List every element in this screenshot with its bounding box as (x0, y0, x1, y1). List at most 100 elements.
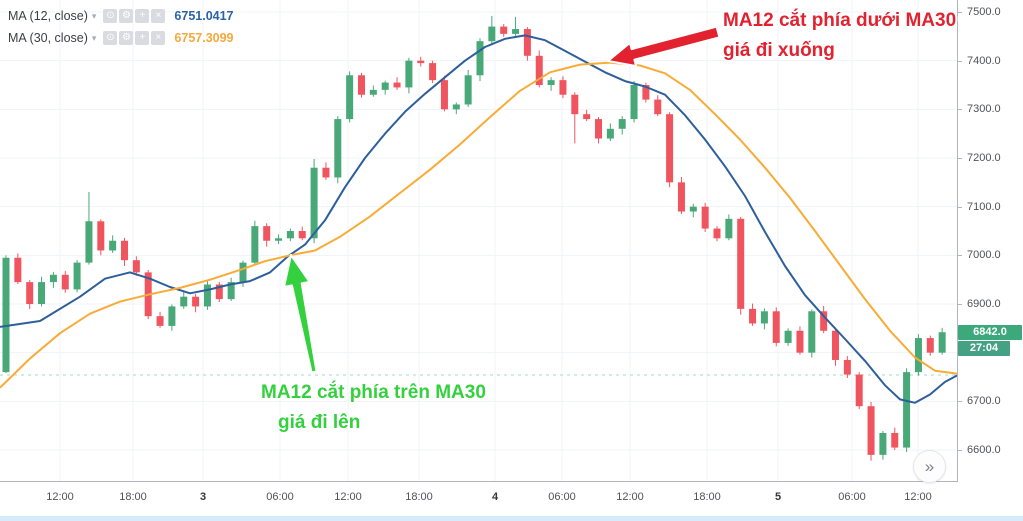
time-label: 18:00 (693, 491, 721, 503)
visibility-icon[interactable]: ⊙ (103, 31, 118, 45)
close-icon[interactable]: × (151, 31, 166, 45)
candle-body (654, 99, 662, 115)
ma12-label: MA (12, close) (8, 9, 88, 23)
bearish-annotation-line1: MA12 cắt phía dưới MA30 (723, 10, 957, 31)
candle-body (535, 55, 543, 85)
candle-body (180, 296, 188, 307)
indicator-legend: MA (12, close) ▾ ⊙ ⚙ + × 6751.0417 MA (3… (8, 5, 234, 49)
add-icon[interactable]: + (135, 9, 150, 23)
candle-body (239, 262, 247, 283)
candle-body (369, 89, 377, 95)
price-tick (958, 206, 962, 208)
time-axis[interactable]: 12:00 18:00 3 06:00 12:00 18:00 4 06:00 12:00 18:… (0, 482, 957, 516)
legend-row-ma30[interactable]: MA (30, close) ▾ ⊙ ⚙ + × 6757.3099 (8, 27, 234, 49)
candle-body (476, 41, 484, 76)
ma30-label: MA (30, close) (8, 31, 88, 45)
candle-body (559, 80, 567, 95)
candle-body (677, 182, 685, 212)
time-label-day: 4 (491, 491, 499, 503)
candle-body (2, 257, 10, 373)
time-label: 06:00 (266, 491, 294, 503)
price-label: 7100.0 (967, 200, 1001, 213)
candle-body (666, 114, 674, 183)
price-axis[interactable]: 6842.0 27:04 7500.0 7400.0 7300.0 7200.0 710… (958, 0, 1023, 481)
close-icon[interactable]: × (151, 9, 166, 23)
candle-body (642, 85, 650, 100)
candle-body (571, 94, 579, 115)
price-label: 7400.0 (967, 54, 1001, 67)
bullish-annotation: MA12 cắt phía trên MA30 giá đi lên (261, 378, 486, 438)
bottom-divider (0, 516, 1023, 521)
visibility-icon[interactable]: ⊙ (103, 9, 118, 23)
candle-body (49, 274, 57, 283)
candle-body (310, 167, 318, 239)
chevron-down-icon[interactable]: ▾ (91, 32, 97, 43)
price-tick (958, 450, 962, 451)
time-label-day: 3 (199, 491, 207, 503)
candle-body (914, 338, 922, 373)
price-label: 7500.0 (967, 6, 1001, 18)
settings-icon[interactable]: ⚙ (119, 9, 134, 23)
candle-body (73, 262, 81, 290)
candle-body (772, 311, 780, 343)
candle-body (784, 330, 792, 343)
candle-body (275, 238, 283, 241)
candle-body (168, 306, 176, 326)
bar-countdown-badge: 27:04 (958, 340, 1010, 356)
candle-body (796, 330, 804, 353)
price-label: 7200.0 (967, 152, 1001, 164)
candle-body (85, 221, 93, 263)
scroll-to-latest-button[interactable]: » (913, 450, 946, 483)
candle-body (749, 308, 757, 324)
candle-body (251, 226, 259, 263)
price-label: 6600.0 (967, 444, 1001, 456)
last-price-badge: 6842.0 (958, 324, 1022, 340)
candle-body (346, 75, 354, 120)
candle-body (464, 75, 472, 105)
candle-body (440, 80, 448, 110)
candle-body (867, 406, 875, 455)
candle-body (429, 63, 437, 81)
time-label: 12:00 (46, 491, 74, 503)
candle-body (26, 282, 34, 304)
candle-body (298, 231, 306, 239)
candle-body (618, 119, 626, 129)
chevron-down-icon[interactable]: ▾ (91, 10, 97, 21)
time-label: 06:00 (838, 491, 866, 503)
price-label: 6700.0 (967, 395, 1001, 408)
time-label: 12:00 (616, 491, 644, 503)
candle-body (547, 80, 555, 85)
candle-body (725, 218, 733, 239)
ma30-buttons: ⊙ ⚙ + × (103, 31, 166, 45)
candle-body (938, 332, 946, 353)
candle-body (583, 114, 591, 120)
price-label: 6900.0 (967, 298, 1001, 310)
candle-body (488, 26, 496, 42)
bullish-annotation-line2: giá đi lên (278, 412, 361, 433)
candle-body (832, 330, 839, 360)
candle-body (322, 167, 330, 178)
candle-body (334, 119, 342, 178)
time-label: 12:00 (334, 491, 362, 503)
settings-icon[interactable]: ⚙ (119, 31, 134, 45)
candle-body (855, 374, 863, 407)
add-icon[interactable]: + (135, 31, 150, 45)
candlestick-chart (0, 0, 957, 481)
ma12-line[interactable] (0, 34, 957, 404)
candle-body (381, 82, 389, 90)
ma30-value: 6757.3099 (174, 31, 234, 45)
candle-body (843, 359, 851, 375)
ma30-line[interactable] (0, 61, 957, 389)
candle-body (760, 311, 768, 324)
bearish-annotation-line2: giá đi xuống (723, 40, 835, 61)
ma12-value: 6751.0417 (174, 9, 234, 23)
price-tick (958, 109, 962, 111)
chart-canvas[interactable]: MA (12, close) ▾ ⊙ ⚙ + × 6751.0417 MA (3… (0, 0, 958, 483)
candle-body (132, 260, 140, 273)
candle-body (903, 372, 911, 448)
candle-body (452, 104, 460, 110)
bearish-annotation: MA12 cắt phía dưới MA30 giá đi xuống (723, 6, 956, 66)
price-tick (958, 158, 962, 159)
legend-row-ma12[interactable]: MA (12, close) ▾ ⊙ ⚙ + × 6751.0417 (8, 5, 234, 27)
